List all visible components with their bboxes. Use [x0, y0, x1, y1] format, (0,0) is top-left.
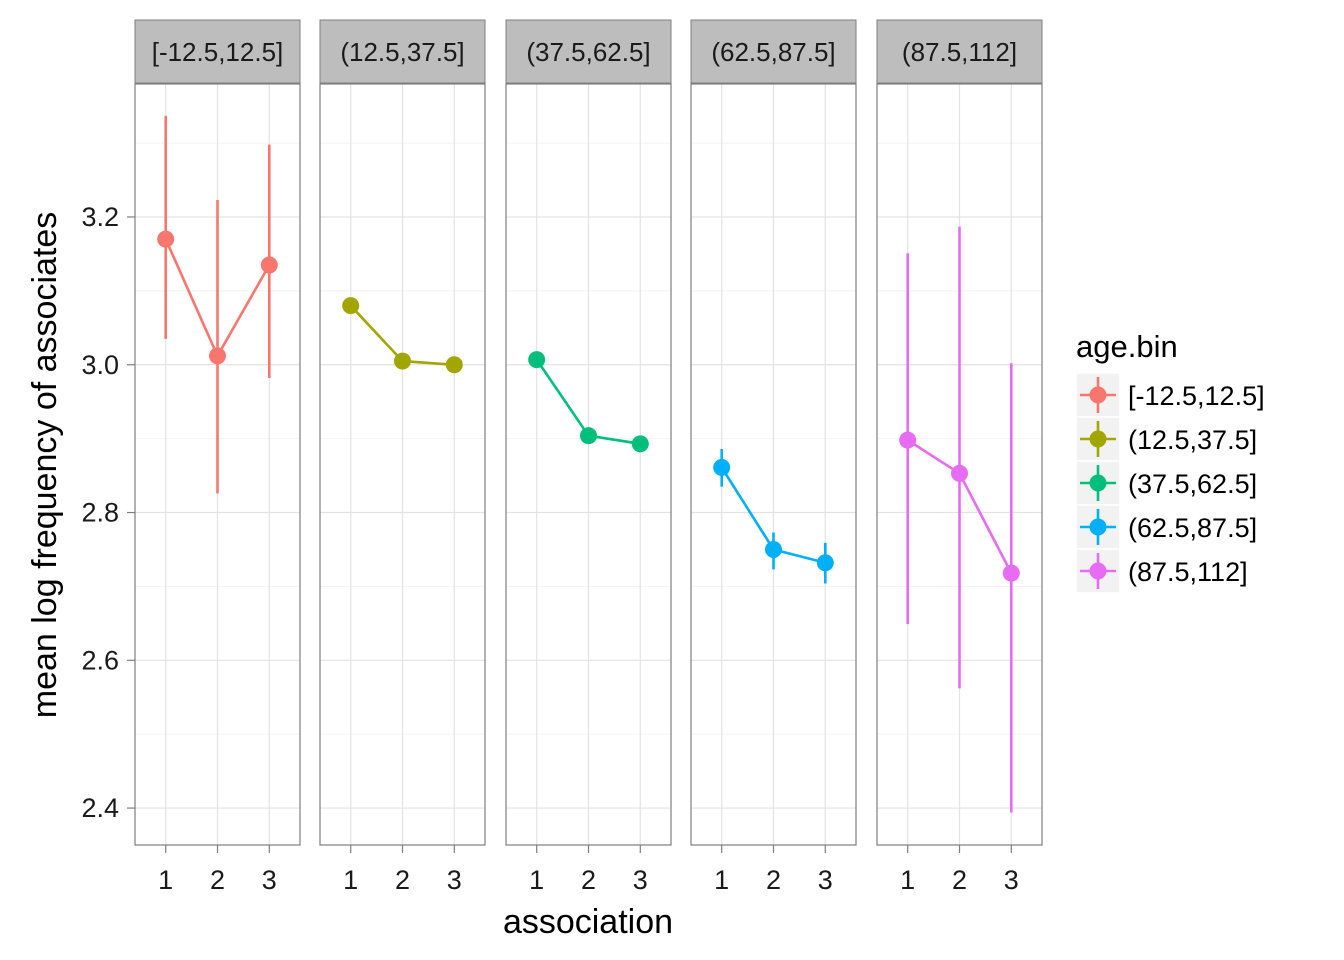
- x-tick-label: 2: [395, 865, 410, 895]
- legend-item: (62.5,87.5]: [1075, 504, 1257, 550]
- panels: [-12.5,12.5] (12.5,37.5] (37.5,62.5] (62.5,…: [134, 19, 1043, 846]
- legend-item: (37.5,62.5]: [1075, 460, 1257, 506]
- legend-key-point: [1089, 430, 1107, 448]
- x-tick-label: 3: [1004, 865, 1019, 895]
- data-point: [765, 540, 782, 558]
- facet-panel-1: [-12.5,12.5]: [134, 19, 301, 846]
- x-tick-label: 1: [158, 865, 173, 895]
- data-point: [445, 356, 463, 374]
- data-point: [260, 256, 278, 274]
- x-tick-label: 2: [581, 865, 596, 895]
- y-tick-label: 2.4: [81, 793, 119, 823]
- legend-key-point: [1089, 386, 1107, 404]
- data-point: [631, 435, 649, 453]
- data-point: [951, 464, 968, 482]
- facet-strip: [134, 19, 301, 84]
- legend-item: (12.5,37.5]: [1075, 416, 1257, 462]
- data-point: [580, 427, 597, 445]
- data-point: [1002, 564, 1020, 582]
- x-axis: 1 2 3 1 2 3 1 2 3 1 2 3 1 2 3: [158, 845, 1019, 895]
- y-tick-label: 3.0: [81, 350, 119, 380]
- facet-panel-5: (87.5,112]: [876, 19, 1043, 846]
- data-point: [394, 352, 411, 370]
- x-tick-label: 2: [210, 865, 225, 895]
- facet-strip: [505, 19, 672, 84]
- legend-title: age.bin: [1076, 329, 1178, 364]
- facet-strip: [690, 19, 857, 84]
- y-axis: 2.4 2.6 2.8 3.0 3.2: [81, 202, 135, 823]
- data-point: [528, 351, 546, 369]
- x-tick-label: 1: [529, 865, 544, 895]
- legend-label: (62.5,87.5]: [1128, 513, 1257, 543]
- legend-label: (12.5,37.5]: [1128, 425, 1257, 455]
- legend-key-point: [1089, 518, 1107, 536]
- x-tick-label: 3: [262, 865, 277, 895]
- legend-label: [-12.5,12.5]: [1128, 381, 1265, 411]
- data-point: [209, 347, 226, 365]
- x-tick-label: 2: [766, 865, 781, 895]
- legend-label: (37.5,62.5]: [1128, 469, 1257, 499]
- x-tick-label: 3: [818, 865, 833, 895]
- data-point: [899, 431, 917, 449]
- x-tick-label: 3: [447, 865, 462, 895]
- x-tick-label: 3: [633, 865, 648, 895]
- y-axis-title: mean log frequency of associates: [26, 212, 64, 719]
- facet-strip-label: (62.5,87.5]: [711, 37, 835, 67]
- data-point: [713, 458, 731, 476]
- facet-strip-label: (12.5,37.5]: [340, 37, 464, 67]
- facet-strip-label: (87.5,112]: [902, 37, 1017, 67]
- data-point: [157, 230, 175, 248]
- x-tick-label: 2: [952, 865, 967, 895]
- facet-strip: [876, 19, 1043, 84]
- x-tick-label: 1: [900, 865, 915, 895]
- x-tick-label: 1: [714, 865, 729, 895]
- facet-strip-label: [-12.5,12.5]: [152, 37, 284, 67]
- data-point: [816, 554, 834, 572]
- x-axis-title: association: [503, 903, 673, 941]
- facet-strip-label: (37.5,62.5]: [526, 37, 650, 67]
- x-tick-label: 1: [343, 865, 358, 895]
- y-tick-label: 3.2: [81, 202, 119, 232]
- legend-key-point: [1089, 562, 1107, 580]
- y-tick-label: 2.8: [81, 498, 119, 528]
- legend: age.bin [-12.5,12.5] (12.5,37.5] (37.5,62.…: [1075, 329, 1265, 594]
- facet-strip: [319, 19, 486, 84]
- y-tick-label: 2.6: [81, 645, 119, 675]
- legend-key-point: [1089, 474, 1107, 492]
- facet-panel-2: (12.5,37.5]: [319, 19, 486, 846]
- legend-item: (87.5,112]: [1075, 548, 1248, 594]
- legend-item: [-12.5,12.5]: [1075, 372, 1265, 418]
- facet-panel-3: (37.5,62.5]: [505, 19, 672, 846]
- legend-label: (87.5,112]: [1128, 557, 1248, 587]
- data-point: [342, 297, 360, 315]
- facet-panel-4: (62.5,87.5]: [690, 19, 857, 846]
